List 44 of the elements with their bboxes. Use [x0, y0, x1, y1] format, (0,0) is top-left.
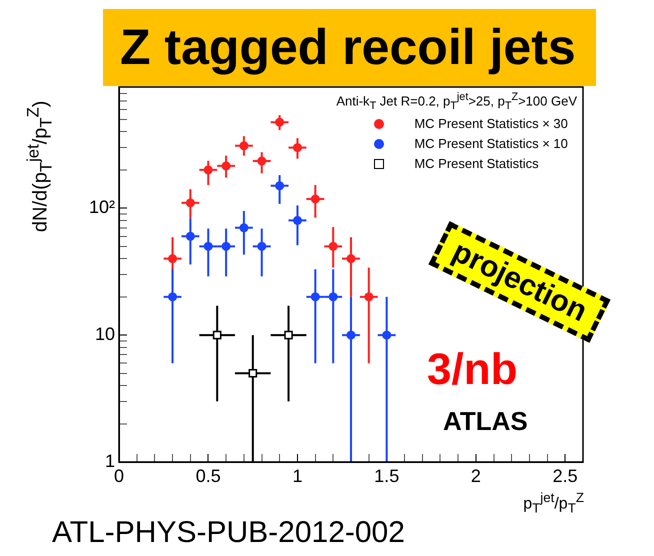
- point: [346, 330, 356, 340]
- legend-label: MC Present Statistics × 10: [414, 136, 568, 152]
- x-tick-label: 0.5: [196, 466, 221, 486]
- point: [212, 330, 222, 340]
- point: [364, 292, 374, 302]
- x-tick-label: 0: [114, 466, 124, 486]
- point: [310, 292, 320, 302]
- point: [186, 198, 195, 208]
- y-tick-label: 1: [104, 450, 115, 471]
- chart-title: Z tagged recoil jets: [103, 9, 596, 86]
- text: ATL-PHYS-PUB-2012-002: [52, 516, 405, 550]
- point: [257, 156, 266, 166]
- point: [328, 292, 338, 302]
- y-tick-label: 10: [94, 324, 115, 344]
- point: [168, 292, 178, 302]
- point: [328, 242, 338, 251]
- x-tick-label: 2.5: [552, 466, 578, 486]
- annotation: ATLAS: [443, 406, 528, 437]
- point: [310, 194, 320, 204]
- annotation: 3/nb: [427, 345, 518, 395]
- point: [346, 254, 356, 264]
- text: Anti-k$_{T}$ Jet R=0.2, p$_{T}$$^{jet}$>25, p$_{T}$$^{Z}$>100 GeV: [336, 91, 577, 112]
- point: [204, 165, 213, 174]
- point: [239, 141, 248, 150]
- x-tick-label: 1.5: [374, 466, 400, 486]
- point: [292, 216, 302, 225]
- x-tick-label: 2: [470, 466, 481, 486]
- point: [382, 330, 392, 340]
- point: [292, 143, 302, 152]
- point: [186, 232, 195, 241]
- point: [239, 223, 248, 232]
- point: [284, 330, 293, 340]
- y-tick-label: 10²: [88, 197, 116, 218]
- legend-label: MC Present Statistics × 30: [414, 116, 568, 132]
- point: [275, 181, 284, 190]
- point: [275, 118, 284, 127]
- point: [204, 242, 213, 251]
- x-tick-label: 1: [292, 466, 302, 486]
- point: [222, 161, 231, 170]
- point: [248, 368, 258, 378]
- point: [168, 254, 178, 264]
- point: [222, 242, 231, 251]
- point: [257, 242, 266, 251]
- legend-label: MC Present Statistics: [414, 156, 539, 172]
